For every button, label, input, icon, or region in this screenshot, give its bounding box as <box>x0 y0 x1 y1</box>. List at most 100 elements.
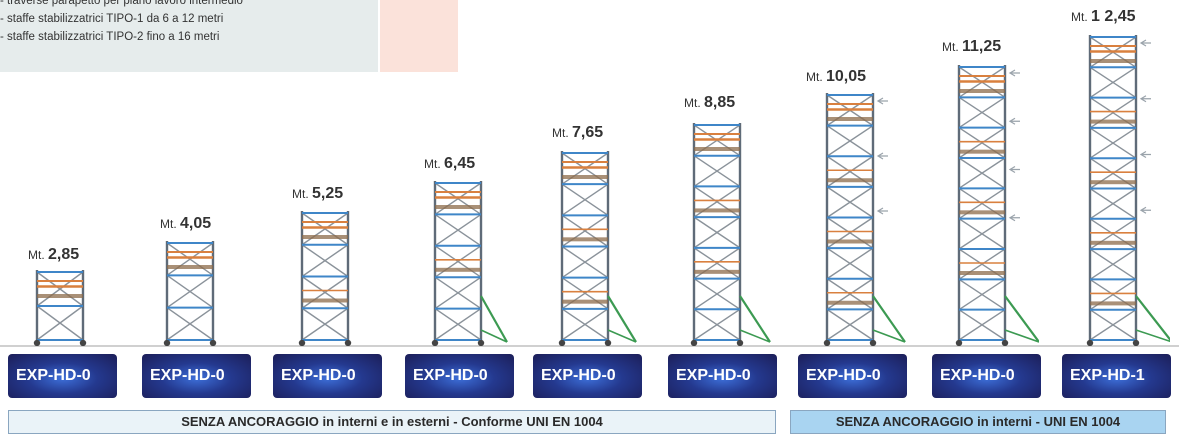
stabilizer-leg <box>480 329 508 343</box>
brace <box>434 308 482 341</box>
brace <box>826 247 874 280</box>
height-unit: Mt. <box>28 248 48 262</box>
brace <box>1089 187 1137 220</box>
platform-deck <box>827 300 873 305</box>
brace <box>826 125 874 157</box>
platform-deck <box>435 267 481 272</box>
brace <box>301 275 349 309</box>
wall-tie-marker <box>1139 95 1151 103</box>
wall-tie-marker <box>1008 214 1020 222</box>
tower-frame <box>690 123 771 346</box>
brace <box>958 96 1006 129</box>
tower-frame <box>298 211 352 346</box>
model-button[interactable]: EXP-HD-0 <box>798 354 907 398</box>
caster-wheel <box>431 339 439 346</box>
brace <box>166 307 214 341</box>
platform-deck <box>959 210 1005 215</box>
brace <box>1089 309 1137 341</box>
brace <box>561 308 609 341</box>
tower-frame <box>823 93 906 346</box>
model-button[interactable]: EXP-HD-0 <box>142 354 251 398</box>
brace <box>561 245 609 279</box>
scaffold-tower-illustration <box>33 270 87 346</box>
platform-deck <box>562 299 608 304</box>
platform-deck <box>1090 301 1136 306</box>
brace <box>958 278 1006 311</box>
stabilizer-leg <box>607 295 637 343</box>
tower-height-label: Mt. 2,85 <box>28 246 79 264</box>
brace <box>826 308 874 341</box>
brace <box>958 157 1006 189</box>
platform-deck <box>167 265 213 269</box>
brace <box>301 307 349 341</box>
height-value: 7,65 <box>572 124 604 141</box>
model-button[interactable]: EXP-HD-0 <box>668 354 777 398</box>
scaffold-tower-illustration <box>298 211 352 346</box>
brace <box>561 183 609 216</box>
scaffold-tower-illustration <box>431 181 508 346</box>
note-line: - staffe stabilizzatrici TIPO-1 da 6 a 1… <box>0 13 224 25</box>
brace <box>434 245 482 278</box>
platform-deck <box>959 149 1005 154</box>
caster-wheel <box>823 339 831 346</box>
platform-deck <box>694 208 740 213</box>
model-button[interactable]: EXP-HD-0 <box>932 354 1041 398</box>
platform-deck <box>435 205 481 209</box>
footer-indoor-note: SENZA ANCORAGGIO in interni - UNI EN 100… <box>790 410 1166 434</box>
height-unit: Mt. <box>684 96 704 110</box>
model-button[interactable]: EXP-HD-0 <box>405 354 514 398</box>
platform-deck <box>562 175 608 179</box>
platform-deck <box>302 235 348 239</box>
caster-wheel <box>558 339 566 346</box>
caster-wheel <box>344 339 352 346</box>
platform-deck <box>827 178 873 183</box>
caster-wheel <box>1132 339 1140 346</box>
height-unit: Mt. <box>942 40 962 54</box>
stabilizer-leg <box>1004 329 1039 343</box>
tower-height-label: Mt. 5,25 <box>292 185 343 203</box>
caster-wheel <box>604 339 612 346</box>
platform-deck <box>694 147 740 151</box>
platform-deck <box>1090 119 1136 124</box>
height-value: 2,85 <box>48 246 80 263</box>
wall-tie-marker <box>876 152 888 160</box>
platform-deck <box>1090 180 1136 185</box>
platform-deck <box>37 294 83 298</box>
tower-height-label: Mt. 4,05 <box>160 215 211 233</box>
brace <box>36 271 84 307</box>
height-unit: Mt. <box>424 157 444 171</box>
caster-wheel <box>736 339 744 346</box>
platform-deck <box>302 298 348 303</box>
wall-tie-marker <box>1139 39 1151 47</box>
height-value: 8,85 <box>704 94 736 111</box>
wall-tie-marker <box>1008 117 1020 125</box>
wall-tie-marker <box>1008 165 1020 174</box>
height-unit: Mt. <box>1071 10 1091 24</box>
tower-height-label: Mt. 1 2,45 <box>1071 8 1135 26</box>
model-button[interactable]: EXP-HD-1 <box>1062 354 1171 398</box>
tower-frame <box>955 65 1039 346</box>
stabilizer-leg <box>1135 295 1170 342</box>
brace <box>693 308 741 341</box>
model-button[interactable]: EXP-HD-0 <box>8 354 117 398</box>
platform-deck <box>827 117 873 121</box>
height-value: 1 2,45 <box>1091 8 1136 25</box>
scaffold-tower-illustration <box>1086 35 1170 346</box>
caster-wheel <box>477 339 485 346</box>
brace <box>1089 66 1137 99</box>
platform-deck <box>959 89 1005 93</box>
note-line: - traverse parapetto per piano lavoro in… <box>0 0 243 7</box>
tower-frame <box>431 181 508 346</box>
model-button[interactable]: EXP-HD-0 <box>273 354 382 398</box>
brace <box>434 276 482 310</box>
height-unit: Mt. <box>292 187 312 201</box>
height-unit: Mt. <box>160 217 180 231</box>
model-button[interactable]: EXP-HD-0 <box>533 354 642 398</box>
caster-wheel <box>163 339 171 346</box>
wall-tie-marker <box>876 97 888 105</box>
height-value: 4,05 <box>180 215 212 232</box>
height-value: 11,25 <box>962 38 1002 55</box>
stabilizer-leg <box>739 295 771 343</box>
height-value: 10,05 <box>826 68 867 85</box>
platform-deck <box>959 271 1005 275</box>
